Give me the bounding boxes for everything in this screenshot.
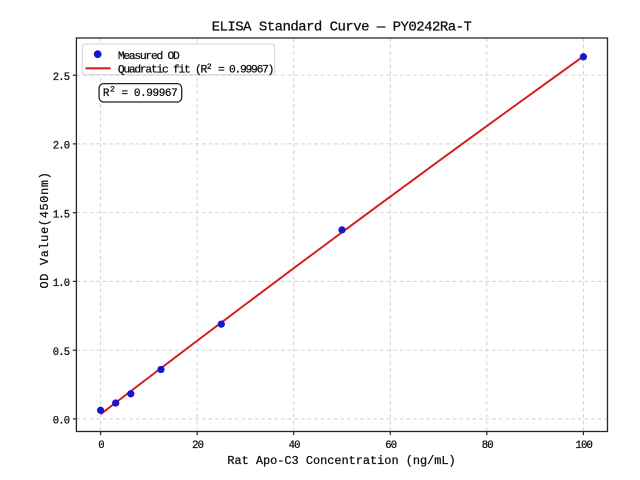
svg-text:0.5: 0.5 [53,347,70,359]
svg-text:60: 60 [385,440,397,452]
svg-text:OD Value(450nm): OD Value(450nm) [38,172,52,289]
svg-text:80: 80 [482,440,494,452]
svg-text:1.0: 1.0 [53,278,70,290]
svg-text:100: 100 [576,440,593,452]
svg-text:40: 40 [289,440,301,452]
svg-text:= 0.99967: = 0.99967 [122,88,178,100]
svg-text:= 0.99967): = 0.99967) [218,65,273,77]
svg-text:Rat Apo-C3 Concentration (ng/m: Rat Apo-C3 Concentration (ng/mL) [227,454,455,468]
svg-text:2: 2 [110,85,115,94]
svg-text:2.0: 2.0 [53,141,70,153]
svg-text:2: 2 [207,64,212,72]
svg-text:ELISA Standard Curve — PY0242R: ELISA Standard Curve — PY0242Ra-T [212,20,472,36]
svg-text:0.0: 0.0 [53,416,70,428]
svg-text:R: R [103,88,110,100]
svg-text:0: 0 [98,440,104,452]
svg-text:2.5: 2.5 [53,72,70,84]
svg-text:Measured OD: Measured OD [118,51,180,63]
svg-text:20: 20 [192,440,204,452]
svg-text:Quadratic fit (R: Quadratic fit (R [118,65,208,77]
svg-text:1.5: 1.5 [53,209,70,221]
